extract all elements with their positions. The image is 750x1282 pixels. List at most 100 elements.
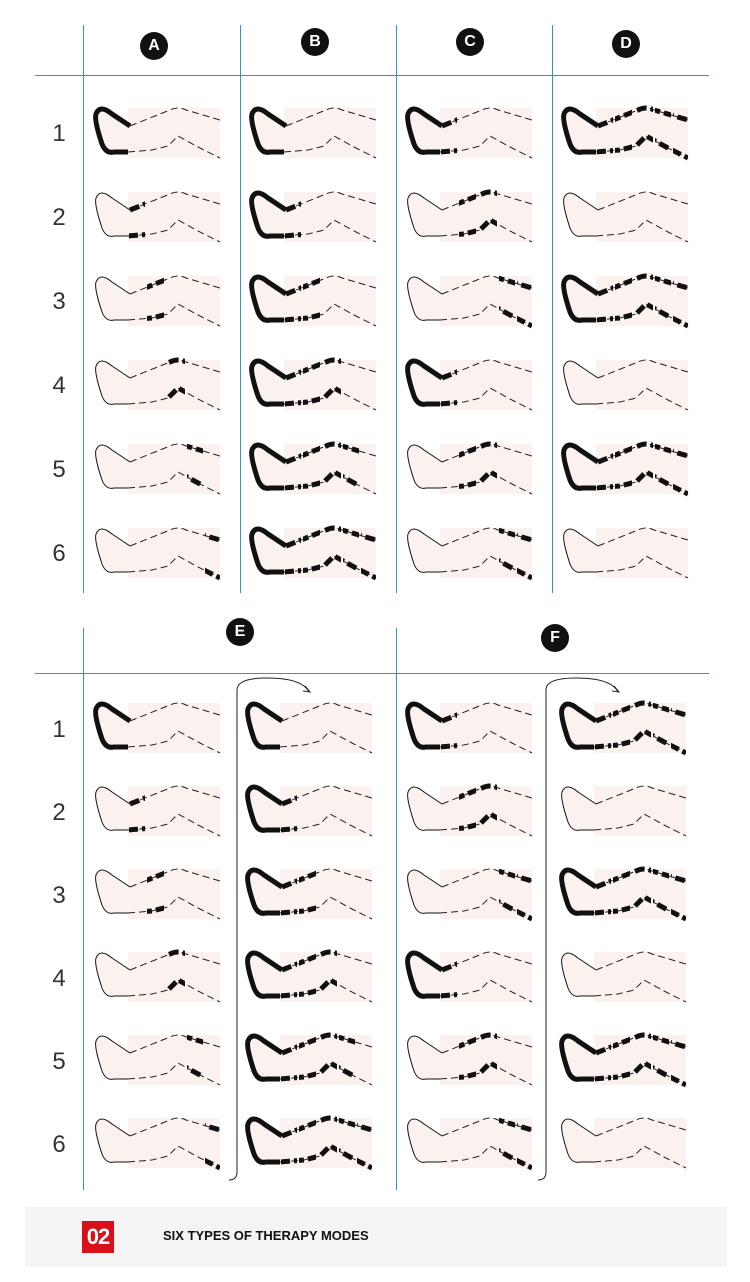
chamber-3 [478,783,497,828]
foot-chamber [561,274,600,323]
foot-chamber [245,1116,284,1165]
chamber-2 [459,1036,476,1080]
leg-C-4 [405,358,533,411]
section-title: SIX TYPES OF THERAPY MODES [163,1228,369,1243]
leg-D-3 [561,273,689,329]
leg-E1-6 [95,1117,221,1171]
foot-chamber [561,442,600,491]
chamber-3 [318,1032,337,1077]
arrow-head-icon [302,685,312,693]
sequence-arrow-e [228,677,310,1181]
header-divider [35,75,709,76]
foot-chamber [561,786,597,831]
foot-chamber [559,1033,598,1082]
chamber-3 [166,949,185,994]
chamber-2 [147,277,164,321]
chamber-2 [303,277,320,321]
chamber-2 [613,704,630,748]
chamber-2 [459,193,476,237]
foot-chamber [249,358,288,407]
foot-chamber [407,192,443,237]
foot-chamber [249,274,288,323]
leg-E2-1 [245,701,373,754]
foot-chamber [407,786,443,831]
chamber-3 [322,441,341,486]
foot-chamber [559,701,598,750]
row-number: 5 [52,1048,66,1075]
foot-chamber [95,1118,131,1163]
chamber-2 [147,870,164,914]
leg-E2-6 [245,1115,373,1171]
chamber-2 [303,361,320,405]
foot-chamber [245,701,284,750]
leg-F1-6 [407,1117,533,1171]
leg-A-2 [95,191,221,243]
leg-F1-4 [405,950,533,1003]
foot-chamber [95,360,131,405]
chamber-3 [478,441,497,486]
section-banner: 02 SIX TYPES OF THERAPY MODES [25,1207,727,1267]
leg-D-1 [561,105,689,161]
leg-D-4 [563,359,689,411]
foot-chamber [249,190,288,239]
chamber-3 [634,441,653,486]
foot-chamber [407,444,443,489]
foot-chamber [407,869,443,914]
foot-chamber [407,528,443,573]
chamber-2 [299,1119,316,1163]
foot-chamber [95,192,131,237]
foot-chamber [563,528,599,573]
leg-E1-4 [95,949,221,1003]
row-number: 4 [52,965,66,992]
chamber-2 [299,953,316,997]
column-divider [552,25,553,593]
leg-E1-1 [93,701,221,754]
leg-C-2 [407,189,533,243]
foot-chamber [407,276,443,321]
leg-E2-4 [245,949,373,1003]
leg-A-4 [95,357,221,411]
leg-C-1 [405,106,533,159]
mode-badge-f: F [541,624,569,652]
chamber-3 [322,357,341,402]
foot-chamber [95,276,131,321]
mode-badge-b: B [301,28,329,56]
row-number: 4 [52,372,66,399]
mode-badge-c: C [456,28,484,56]
chamber-3 [166,357,185,402]
leg-F1-2 [407,783,533,837]
chamber-2 [303,445,320,489]
leg-E2-5 [245,1032,373,1086]
chamber-3 [634,273,653,318]
leg-A-6 [95,527,221,581]
foot-chamber [95,1035,131,1080]
foot-chamber [405,950,444,999]
leg-B-5 [249,441,377,495]
leg-C-6 [407,527,533,581]
chamber-2 [615,445,632,489]
row-number: 2 [52,204,66,231]
foot-chamber [245,950,284,999]
foot-chamber [405,106,444,155]
leg-F1-1 [405,701,533,754]
chamber-3 [632,866,651,911]
leg-F2-5 [559,1032,687,1088]
foot-chamber [249,442,288,491]
row-number: 3 [52,882,66,909]
column-divider [83,628,84,1190]
leg-D-6 [563,527,689,579]
leg-E1-5 [95,1034,221,1086]
row-number: 2 [52,799,66,826]
foot-chamber [561,1118,597,1163]
leg-F1-3 [407,868,533,922]
row-number: 5 [52,456,66,483]
foot-chamber [95,786,131,831]
leg-F2-6 [561,1117,687,1169]
chamber-3 [318,949,337,994]
foot-chamber [95,869,131,914]
leg-F2-1 [559,700,687,756]
leg-B-4 [249,357,377,411]
column-divider [240,25,241,593]
leg-E1-2 [95,785,221,837]
